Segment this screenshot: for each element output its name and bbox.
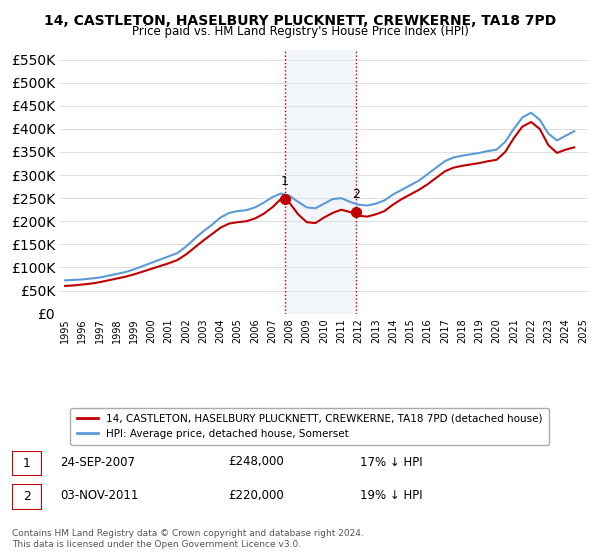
- Text: Contains HM Land Registry data © Crown copyright and database right 2024.
This d: Contains HM Land Registry data © Crown c…: [12, 529, 364, 549]
- Text: 1: 1: [23, 457, 31, 470]
- Text: £220,000: £220,000: [228, 489, 284, 502]
- FancyBboxPatch shape: [12, 451, 42, 476]
- Text: 14, CASTLETON, HASELBURY PLUCKNETT, CREWKERNE, TA18 7PD: 14, CASTLETON, HASELBURY PLUCKNETT, CREW…: [44, 14, 556, 28]
- Text: 2: 2: [23, 491, 31, 503]
- Text: 2: 2: [352, 188, 359, 201]
- Text: £248,000: £248,000: [228, 455, 284, 469]
- Text: Price paid vs. HM Land Registry's House Price Index (HPI): Price paid vs. HM Land Registry's House …: [131, 25, 469, 38]
- Text: 1: 1: [281, 175, 289, 188]
- Text: 24-SEP-2007: 24-SEP-2007: [60, 455, 135, 469]
- Bar: [285, 50, 356, 314]
- Text: 17% ↓ HPI: 17% ↓ HPI: [360, 455, 422, 469]
- Text: 19% ↓ HPI: 19% ↓ HPI: [360, 489, 422, 502]
- FancyBboxPatch shape: [12, 484, 42, 510]
- Text: 03-NOV-2011: 03-NOV-2011: [60, 489, 139, 502]
- Legend: 14, CASTLETON, HASELBURY PLUCKNETT, CREWKERNE, TA18 7PD (detached house), HPI: A: 14, CASTLETON, HASELBURY PLUCKNETT, CREW…: [70, 408, 548, 445]
